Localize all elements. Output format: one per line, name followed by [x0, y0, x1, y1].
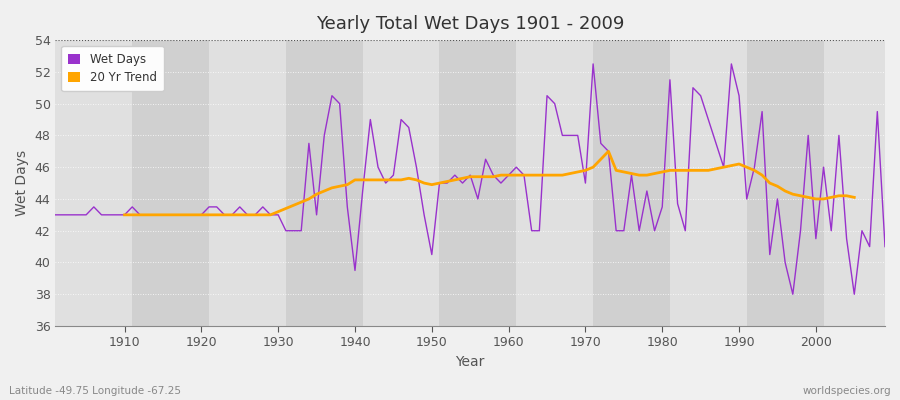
Title: Yearly Total Wet Days 1901 - 2009: Yearly Total Wet Days 1901 - 2009	[316, 15, 625, 33]
Bar	[286, 40, 363, 326]
Wet Days	[603, 149, 614, 154]
Y-axis label: Wet Days: Wet Days	[15, 150, 29, 216]
Text: worldspecies.org: worldspecies.org	[803, 386, 891, 396]
20 Yr Trend	[488, 174, 499, 179]
20 Yr Trend	[327, 186, 338, 190]
X-axis label: Year: Year	[455, 355, 485, 369]
Wet Days	[879, 244, 890, 249]
Bar	[56, 40, 132, 326]
20 Yr Trend	[119, 212, 130, 217]
Bar	[439, 40, 517, 326]
20 Yr Trend	[219, 212, 230, 217]
Bar	[593, 40, 670, 326]
Bar	[670, 40, 747, 326]
Legend: Wet Days, 20 Yr Trend: Wet Days, 20 Yr Trend	[61, 46, 164, 91]
Text: Latitude -49.75 Longitude -67.25: Latitude -49.75 Longitude -67.25	[9, 386, 181, 396]
Wet Days	[503, 173, 514, 178]
20 Yr Trend	[603, 149, 614, 154]
Bar	[363, 40, 439, 326]
Wet Days	[496, 181, 507, 186]
Bar	[517, 40, 593, 326]
Wet Days	[788, 292, 798, 297]
Bar	[824, 40, 893, 326]
20 Yr Trend	[795, 193, 806, 198]
Wet Days	[112, 212, 122, 217]
Bar	[209, 40, 286, 326]
Wet Days	[327, 93, 338, 98]
Bar	[132, 40, 209, 326]
20 Yr Trend	[849, 195, 859, 200]
Wet Days	[50, 212, 61, 217]
Line: 20 Yr Trend: 20 Yr Trend	[124, 151, 854, 215]
Wet Days	[281, 228, 292, 233]
Bar	[747, 40, 824, 326]
20 Yr Trend	[434, 181, 445, 186]
Wet Days	[588, 62, 598, 66]
20 Yr Trend	[511, 173, 522, 178]
Line: Wet Days: Wet Days	[56, 64, 885, 294]
